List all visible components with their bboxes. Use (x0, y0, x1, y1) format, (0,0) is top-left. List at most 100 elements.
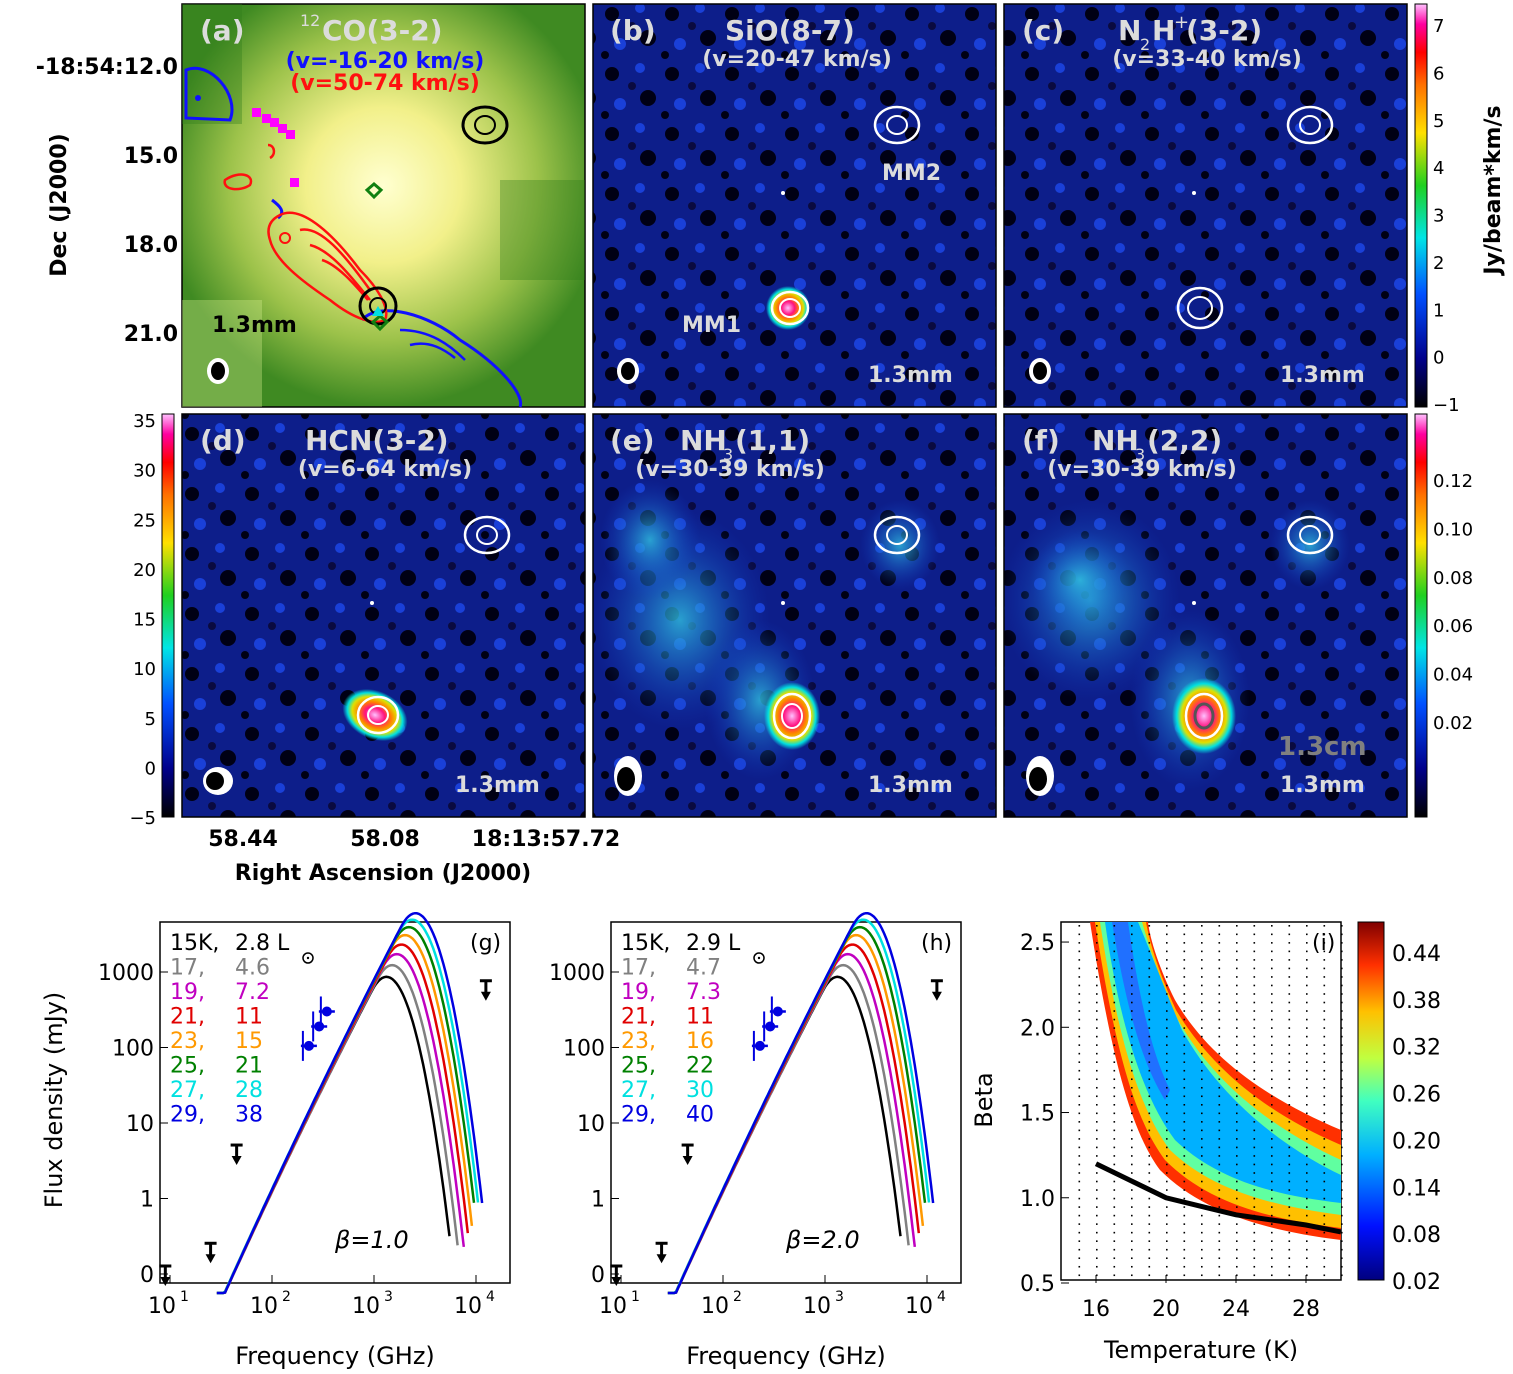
dec-tick: -18:54:12.0 (36, 55, 178, 80)
x-axis-label: Frequency (GHz) (686, 1342, 886, 1370)
x-tick-exponent: 3 (384, 1289, 393, 1305)
panel-a: (a) 12 CO(3-2) (v=-16-20 km/s) (v=50-74 … (181, 3, 586, 408)
y-tick-label: 2.5 (1020, 931, 1055, 956)
panel-c-title-n: N (1118, 14, 1141, 47)
panel-c-band: 1.3mm (1280, 363, 1365, 388)
x-tick-label: 10 (905, 1294, 933, 1319)
panel-c-label: (c) (1022, 14, 1064, 47)
x-tick-label: 28 (1292, 1297, 1320, 1322)
x-tick-label: 16 (1082, 1297, 1110, 1322)
maser-markers (252, 108, 299, 187)
x-tick-exponent: 1 (631, 1289, 640, 1305)
colorbar-tick: 0.10 (1433, 519, 1473, 540)
legend-temperature: 27, (170, 1078, 205, 1103)
legend-temperature: 27, (621, 1078, 656, 1103)
panel-e-range: (v=30-39 km/s) (635, 457, 825, 482)
colorbar-tick: 5 (1433, 111, 1444, 132)
ra-tick: 58.44 (208, 827, 278, 852)
colorbar-tick: 0.26 (1392, 1083, 1441, 1108)
beta-annotation: β=2.0 (785, 1226, 860, 1254)
legend-luminosity: 11 (686, 1005, 714, 1030)
colorbar-tick: 0.08 (1433, 568, 1473, 589)
y-tick-label: 100 (112, 1037, 154, 1062)
panel-c-title-sub: 2 (1140, 35, 1150, 54)
panel-f-label: (f) (1022, 424, 1060, 457)
x-tick-label: 10 (701, 1294, 729, 1319)
mm2-label: MM2 (882, 161, 941, 186)
panel-a-band: 1.3mm (212, 313, 297, 338)
panel-i-label: (i) (1312, 931, 1335, 956)
legend-luminosity: 4.7 (686, 956, 721, 981)
legend-luminosity: 16 (686, 1029, 714, 1054)
x-tick-label: 10 (148, 1294, 176, 1319)
sed-curve (667, 911, 935, 1295)
dec-tick: 21.0 (124, 322, 178, 347)
panel-e-title-sub: 3 (723, 445, 733, 464)
panel-b-label: (b) (610, 14, 656, 47)
y-axis-label: Flux density (mJy) (40, 992, 68, 1209)
panel-a-title-sup: 12 (300, 11, 320, 30)
x-tick-exponent: 1 (180, 1289, 189, 1305)
y-tick-label: 100 (563, 1037, 605, 1062)
legend-temperature: 15K, (170, 931, 219, 956)
panel-a-title: CO(3-2) (322, 14, 443, 47)
y-tick-label: 0.5 (1020, 1272, 1055, 1297)
legend-luminosity: 2.8 L (235, 931, 290, 956)
legend-luminosity: 11 (235, 1005, 263, 1030)
colorbar-tick: 0.08 (1392, 1223, 1441, 1248)
panel-c-range: (v=33-40 km/s) (1112, 47, 1302, 72)
ra-ticks: 58.44 58.08 18:13:57.72 (208, 827, 620, 852)
panel-c-title-h: H (1152, 14, 1175, 47)
y-tick-label: 2.0 (1020, 1016, 1055, 1041)
panel-a-blue-range: (v=-16-20 km/s) (286, 49, 485, 74)
colorbar-tick: 0.14 (1392, 1176, 1441, 1201)
legend-luminosity: 4.6 (235, 956, 270, 981)
dec-tick: 15.0 (124, 144, 178, 169)
panel-f-title-nh: NH (1092, 424, 1139, 457)
legend-temperature: 23, (621, 1029, 656, 1054)
colorbar-tick: 15 (133, 610, 156, 631)
colorbar-tick: 0.32 (1392, 1036, 1441, 1061)
panel-c-title-rest: (3-2) (1186, 14, 1262, 47)
legend-temperature: 19, (621, 980, 656, 1005)
colorbar-top: 7 6 5 4 3 2 1 0 −1 Jy/beam*km/s (1414, 3, 1506, 416)
legend-luminosity: 30 (686, 1078, 714, 1103)
y-tick-label: 0 (140, 1263, 154, 1288)
legend-luminosity: 7.3 (686, 980, 721, 1005)
legend-temperature: 23, (170, 1029, 205, 1054)
colorbar-tick: 0.02 (1392, 1270, 1441, 1295)
colorbar-tick: 1 (1433, 300, 1444, 321)
legend-luminosity: 38 (235, 1103, 263, 1128)
panel-i-xlabel: Temperature (K) (1103, 1336, 1298, 1364)
colorbar-tick: 0 (1433, 348, 1444, 369)
panel-a-red-range: (v=50-74 km/s) (290, 71, 480, 96)
y-tick-label: 1.0 (1020, 1187, 1055, 1212)
sun-symbol-icon (753, 952, 765, 964)
sun-symbol-icon (302, 952, 314, 964)
panel-c-title-sup: + (1174, 12, 1189, 33)
x-tick-exponent: 4 (937, 1289, 946, 1305)
y-tick-label: 1.5 (1020, 1102, 1055, 1127)
y-tick-label: 1 (140, 1188, 154, 1213)
legend-luminosity: 21 (235, 1054, 263, 1079)
colorbar-tick: 25 (133, 510, 156, 531)
colorbar-tick: 0.06 (1433, 616, 1473, 637)
colorbar-left: 35 30 25 20 15 10 5 0 −5 (129, 411, 175, 829)
colorbar-tick: 7 (1433, 16, 1444, 37)
panel-d-title: HCN(3-2) (305, 424, 449, 457)
panel-f-title-sub: 3 (1135, 445, 1145, 464)
panel-f-title-rest: (2,2) (1147, 424, 1222, 457)
dec-tick: 18.0 (124, 233, 178, 258)
sed-curve (216, 911, 484, 1295)
y-tick-label: 1 (591, 1188, 605, 1213)
panel-b: (b) SiO(8-7) (v=20-47 km/s) MM2 MM1 1.3m… (592, 3, 997, 408)
ra-axis-label: Right Ascension (J2000) (235, 861, 531, 886)
x-tick-label: 24 (1222, 1297, 1250, 1322)
legend-luminosity: 15 (235, 1029, 263, 1054)
x-tick-label: 10 (599, 1294, 627, 1319)
x-tick-exponent: 2 (733, 1289, 742, 1305)
legend-luminosity: 7.2 (235, 980, 270, 1005)
panel-d: (d) HCN(3-2) (v=6-64 km/s) 1.3mm (181, 413, 586, 818)
